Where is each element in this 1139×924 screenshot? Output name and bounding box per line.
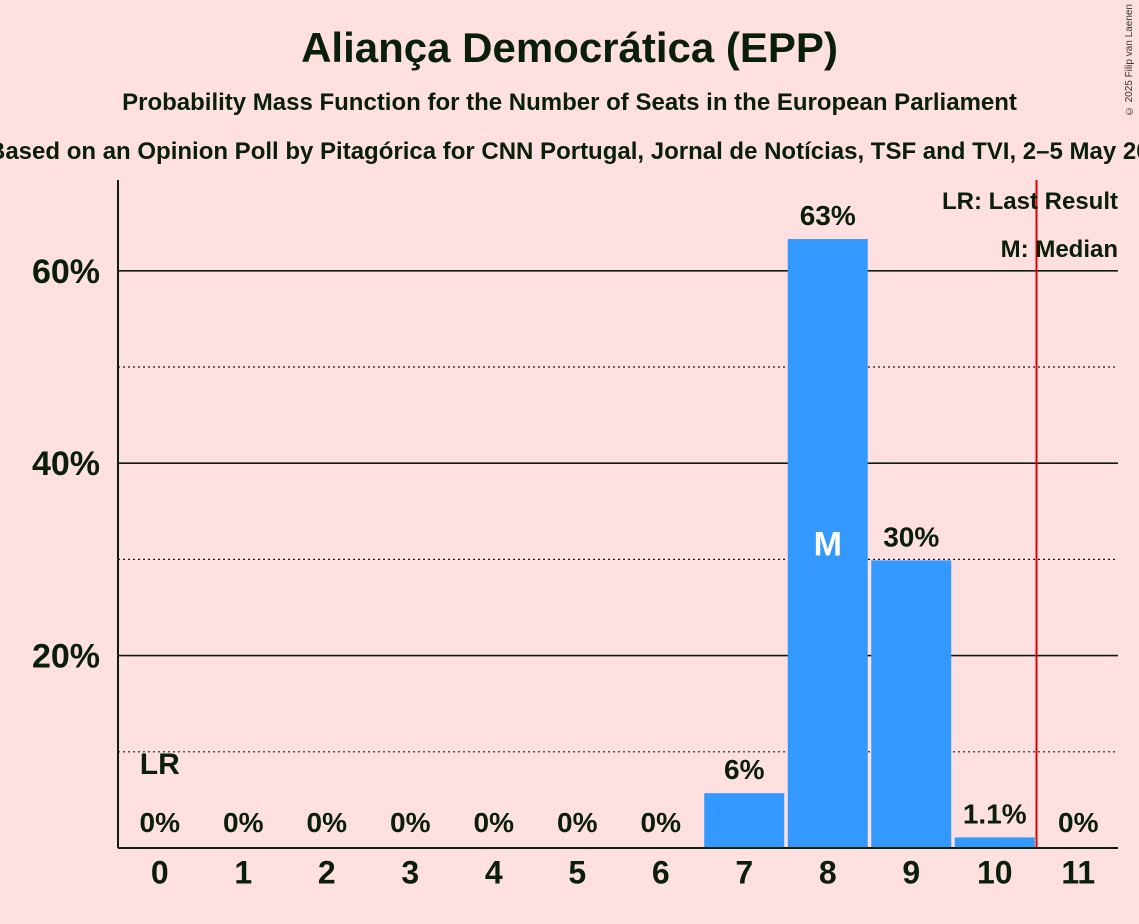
x-tick-label: 7 [735,854,753,890]
value-label: 0% [1058,807,1099,838]
bar-seat-8 [787,239,868,848]
x-tick-label: 5 [568,854,586,890]
legend-median: M: Median [1001,236,1118,263]
bar-seat-9 [871,560,952,848]
value-label: 6% [724,754,765,785]
legend-last-result: LR: Last Result [942,188,1118,215]
value-label: 0% [307,807,348,838]
last-result-marker: LR [140,748,180,781]
x-tick-label: 3 [401,854,419,890]
value-label: 30% [883,521,939,552]
x-tick-label: 1 [234,854,252,890]
y-tick-label: 60% [32,253,100,291]
bars [704,239,1035,848]
axes: 20% 40% 60% 0 1 2 3 4 5 6 7 8 9 10 11 [32,180,1118,890]
x-tick-label: 6 [652,854,670,890]
bar-seat-7 [704,793,785,848]
value-labels: 0% 0% 0% 0% 0% 0% 0% 6% 63% 30% 1.1% 0% M LR [140,200,1099,838]
x-tick-label: 8 [819,854,837,890]
value-label: 0% [641,807,682,838]
value-label: 0% [557,807,598,838]
legend: LR: Last Result M: Median [942,188,1118,263]
median-marker: M [814,526,842,564]
x-tick-label: 9 [902,854,920,890]
x-tick-label: 10 [977,854,1013,890]
x-tick-label: 2 [318,854,336,890]
value-label: 0% [474,807,515,838]
gridlines [118,269,1118,753]
chart-subtitle: Probability Mass Function for the Number… [122,89,1017,116]
y-tick-label: 40% [32,445,100,483]
chart-title: Aliança Democrática (EPP) [301,24,838,71]
value-label: 0% [390,807,431,838]
bar-seat-10 [954,837,1035,848]
value-label: 63% [800,200,856,231]
chart-source: Based on an Opinion Poll by Pitagórica f… [0,138,1139,165]
value-label: 0% [223,807,264,838]
value-label: 0% [140,807,181,838]
value-label: 1.1% [963,798,1027,829]
x-tick-label: 0 [151,854,169,890]
x-tick-label: 11 [1061,854,1095,890]
x-tick-label: 4 [485,854,503,890]
y-tick-label: 20% [32,638,100,676]
